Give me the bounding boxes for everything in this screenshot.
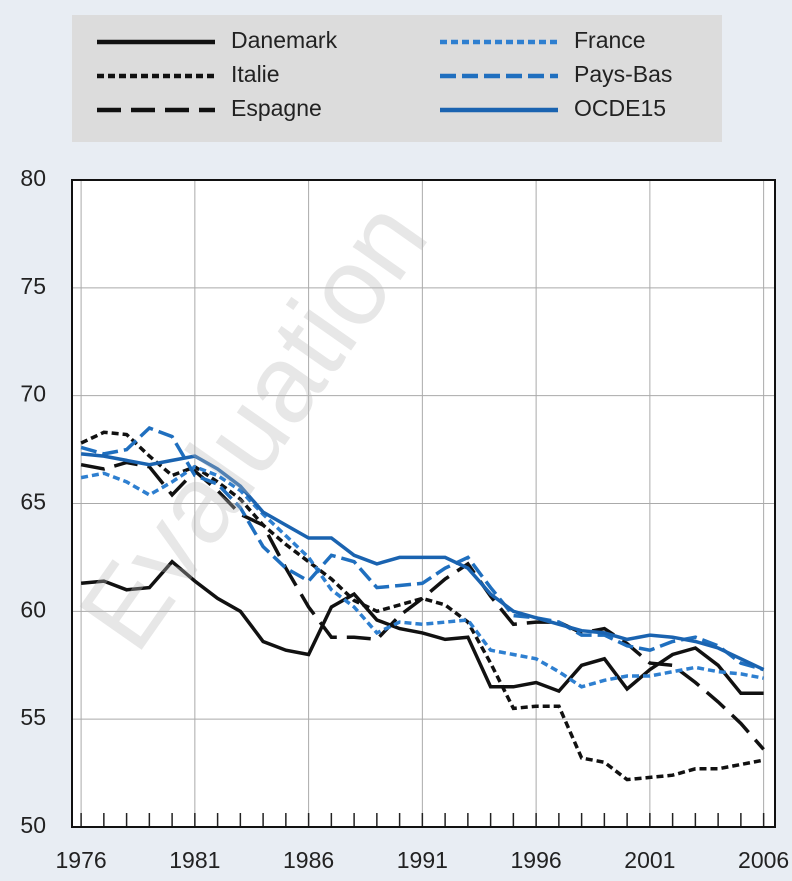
y-tick-label: 65 [20,489,46,515]
legend-label: Italie [231,61,280,87]
x-tick-label: 2006 [738,847,789,873]
y-tick-label: 75 [20,273,46,299]
series-line [80,460,765,751]
x-tick-label: 1976 [56,847,107,873]
y-tick-label: 70 [20,381,46,407]
series-line [80,464,764,689]
series-line [80,559,764,696]
legend-label: Espagne [231,95,322,121]
plot-frame [71,179,776,828]
series-line [80,452,765,672]
x-tick-label: 1981 [169,847,220,873]
y-tick-label: 60 [20,596,46,622]
x-tick-label: 1991 [397,847,448,873]
y-tick-label: 55 [20,704,46,730]
y-tick-label: 80 [20,165,46,191]
series-line [80,425,765,672]
x-tick-label: 1986 [283,847,334,873]
x-tick-label: 2001 [624,847,675,873]
legend-label: France [574,27,646,53]
x-tick-label: 1996 [511,847,562,873]
legend-label: Pays-Bas [574,61,672,87]
y-tick-label: 50 [20,812,46,838]
legend-label: Danemark [231,27,338,53]
legend-box [72,15,722,142]
legend-label: OCDE15 [574,95,666,121]
